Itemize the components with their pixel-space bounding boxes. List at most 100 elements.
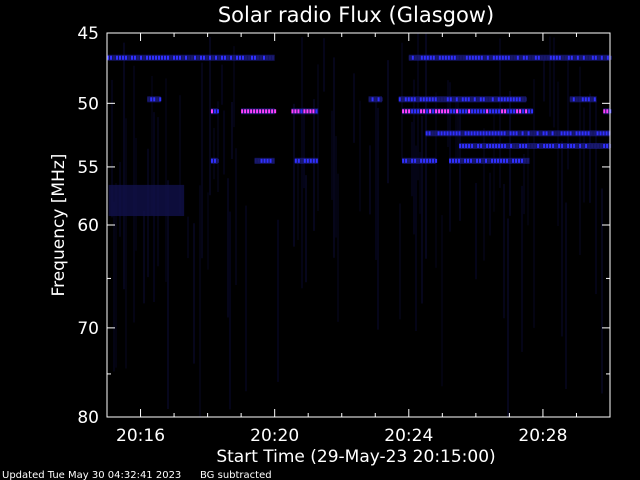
emission-pixel [476, 97, 479, 102]
emission-pixel [441, 109, 444, 114]
emission-pixel [518, 97, 521, 102]
emission-pixel [486, 109, 489, 114]
emission-pixel [411, 109, 414, 114]
emission-pixel [573, 143, 576, 148]
emission-pixel [489, 109, 492, 114]
emission-pixel [224, 55, 226, 60]
emission-pixel [542, 131, 545, 136]
emission-pixel [444, 55, 447, 60]
emission-pixel [561, 55, 564, 60]
emission-pixel [420, 55, 423, 60]
emission-pixel [578, 131, 581, 136]
emission-pixel [479, 158, 482, 163]
emission-pixel [462, 143, 465, 148]
axis-ticks: 45 50 55 60 70 80 20:16 20:20 20:24 20:28 [77, 24, 611, 446]
emission-pixel [500, 97, 503, 102]
emission-pixel [603, 55, 606, 60]
emission-pixel [315, 158, 318, 163]
emission-pixel [606, 55, 609, 60]
emission-pixel [242, 55, 244, 60]
emission-pixel [459, 109, 462, 114]
emission-pixel [558, 143, 561, 148]
emission-pixel [551, 131, 554, 136]
emission-pixel [473, 158, 476, 163]
emission-pixel [503, 158, 506, 163]
emission-pixel [431, 97, 434, 102]
emission-pixel [575, 97, 578, 102]
emission-pixel [449, 158, 452, 163]
emission-pixel [534, 143, 537, 148]
emission-pixel [552, 143, 555, 148]
emission-pixel [380, 97, 383, 102]
emission-pixel [492, 55, 495, 60]
emission-pixel [452, 158, 455, 163]
emission-pixel [591, 143, 594, 148]
emission-pixel [458, 158, 461, 163]
emission-pixel [216, 158, 219, 163]
x-tick-label: 20:16 [116, 426, 165, 446]
emission-pixel [315, 109, 318, 114]
emission-pixel [116, 55, 118, 60]
emission-pixel [476, 158, 479, 163]
emission-pixel [491, 158, 494, 163]
emission-pixel [263, 55, 265, 60]
emission-pixel [512, 131, 515, 136]
emission-pixel [377, 97, 380, 102]
emission-pixel [161, 55, 163, 60]
emission-pixel [263, 158, 266, 163]
emission-pixel [498, 55, 501, 60]
emission-pixel [590, 131, 593, 136]
emission-pixel [587, 97, 590, 102]
emission-pixel [525, 55, 528, 60]
emission-pixel [539, 131, 542, 136]
emission-pixel [563, 131, 566, 136]
emission-pixel [579, 143, 582, 148]
emission-pixel [524, 97, 527, 102]
emission-pixel [312, 109, 315, 114]
emission-pixel [482, 158, 485, 163]
emission-pixel [303, 109, 306, 114]
y-axis-label: Frequency [MHz] [49, 154, 69, 297]
emission-pixel [435, 55, 438, 60]
emission-pixel [591, 55, 594, 60]
emission-pixel [209, 55, 211, 60]
emission-pixel [446, 131, 449, 136]
emission-pixel [300, 109, 303, 114]
emission-pixel [521, 97, 524, 102]
emission-pixel [143, 55, 145, 60]
emission-pixel [464, 97, 467, 102]
emission-pixel [510, 143, 513, 148]
emission-pixel [408, 55, 411, 60]
emission-pixel [528, 109, 531, 114]
emission-pixel [119, 55, 121, 60]
emission-pixel [590, 97, 593, 102]
emission-pixel [241, 109, 244, 114]
emission-pixel [582, 55, 585, 60]
emission-pixel [567, 143, 570, 148]
emission-pixel [537, 55, 540, 60]
emission-pixel [371, 97, 374, 102]
emission-pixel [245, 55, 247, 60]
noise-patch [108, 184, 185, 217]
emission-pixel [570, 55, 573, 60]
emission-pixel [500, 131, 503, 136]
emission-pixel [191, 55, 193, 60]
emission-pixel [465, 109, 468, 114]
emission-pixel [506, 158, 509, 163]
emission-pixel [497, 158, 500, 163]
emission-pixel [128, 55, 130, 60]
emission-pixel [572, 131, 575, 136]
emission-pixel [194, 55, 196, 60]
emission-pixel [522, 143, 525, 148]
emission-pixel [473, 131, 476, 136]
emission-pixel [602, 131, 605, 136]
emission-pixel [567, 55, 570, 60]
emission-pixel [170, 55, 172, 60]
emission-pixel [584, 131, 587, 136]
emission-pixel [564, 55, 567, 60]
emission-pixel [173, 55, 175, 60]
emission-pixel [438, 55, 441, 60]
emission-pixel [247, 109, 250, 114]
emission-pixel [581, 131, 584, 136]
emission-pixel [309, 109, 312, 114]
